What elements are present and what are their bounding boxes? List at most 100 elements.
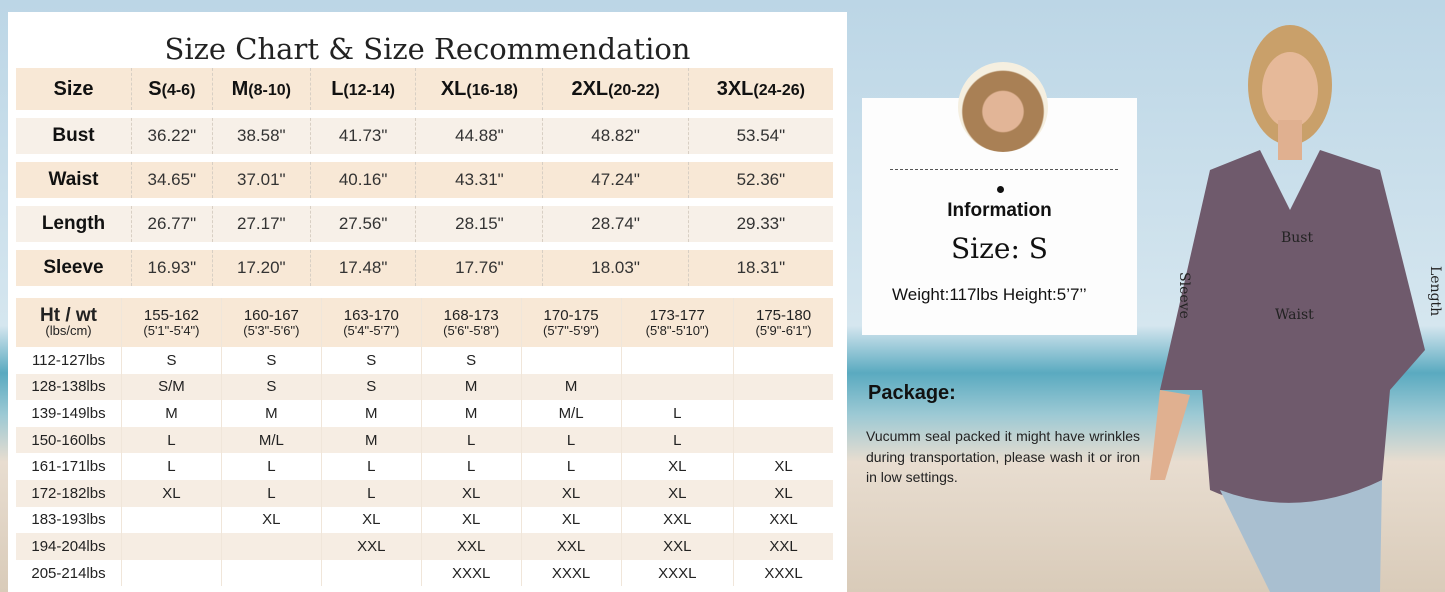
size-cell: XXL bbox=[420, 533, 521, 560]
weight-label: 161-171lbs bbox=[31, 458, 106, 476]
weight-label: 128-138lbs bbox=[16, 373, 121, 401]
label-length: Length bbox=[1427, 266, 1443, 317]
size-cell: M bbox=[420, 400, 521, 427]
measurement-cell: 29.33" bbox=[687, 206, 833, 242]
height-header: 170-175 (5'7"-5'9") bbox=[520, 298, 621, 347]
shirt bbox=[1160, 150, 1425, 508]
measurement-cell: 27.56" bbox=[309, 206, 416, 242]
height-ft: (5'1"-5'4") bbox=[143, 322, 200, 338]
model-avatar bbox=[958, 62, 1048, 152]
size-range: (24-26) bbox=[753, 81, 805, 99]
size-cell: XXL bbox=[520, 533, 621, 560]
height-header: 173-177 (5'8"-5'10") bbox=[620, 298, 734, 347]
measurement-cell: 34.65" bbox=[131, 162, 212, 198]
size-cell: S bbox=[320, 347, 421, 374]
size-cell: M/L bbox=[220, 426, 321, 454]
size-cell: XL bbox=[220, 506, 321, 534]
header-cell: Size bbox=[16, 68, 131, 110]
height-cm: 173-177 bbox=[649, 306, 705, 324]
height-cm: 170-175 bbox=[543, 306, 599, 324]
measurement-cell: 40.16" bbox=[309, 162, 416, 198]
size-cell: XL bbox=[520, 506, 621, 534]
size-cell: S bbox=[220, 373, 321, 401]
weight-label: 139-149lbs bbox=[31, 404, 106, 422]
table-row: 194-204lbs XXL XXL XXL XXL XXL bbox=[16, 533, 833, 560]
height-ft: (5'9"-6'1") bbox=[755, 322, 812, 338]
size-cell: S bbox=[220, 347, 321, 374]
height-ft: (5'3"-5'6") bbox=[243, 322, 300, 338]
size-cell: XXXL bbox=[420, 559, 521, 587]
size-cell: S bbox=[320, 373, 421, 401]
weight-label: 172-182lbs bbox=[16, 479, 121, 507]
label-waist: Waist bbox=[1275, 307, 1314, 323]
size-cell: M/L bbox=[520, 400, 621, 427]
package-text: Vucumm seal packed it might have wrinkle… bbox=[866, 428, 1140, 485]
size-cell: XXL bbox=[320, 533, 421, 560]
size-cell bbox=[121, 533, 221, 560]
face bbox=[1262, 52, 1318, 128]
measurement-cell: 37.01" bbox=[211, 162, 310, 198]
measurement-cell: 48.82" bbox=[542, 118, 688, 154]
table-row: 172-182lbs XL L L XL XL XL XL bbox=[16, 479, 833, 507]
size-cell: S bbox=[121, 347, 221, 374]
table-row: 139-149lbs M M M M M/L L bbox=[16, 400, 833, 427]
height-ft: (5'6"-5'8") bbox=[443, 322, 500, 338]
table-row: 161-171lbs L L L L L XL XL bbox=[16, 453, 833, 480]
measurement-cell: 47.24" bbox=[542, 162, 688, 198]
table-row: 183-193lbs XL XL XL XL XXL XXL bbox=[16, 506, 833, 534]
row-label: Bust bbox=[16, 118, 131, 154]
weight-label: 150-160lbs bbox=[16, 426, 121, 454]
measurement-table: Size S(4-6) M(8-10) L(12-14) XL(16-18) 2XL(20… bbox=[16, 60, 833, 294]
header-cell: XL(16-18) bbox=[415, 68, 543, 110]
label-sleeve: Sleeve bbox=[1176, 272, 1192, 319]
corner-main: Ht / wt bbox=[40, 304, 97, 326]
measurement-cell: 53.54" bbox=[687, 118, 833, 154]
table-row: 112-127lbs S S S S bbox=[16, 347, 833, 374]
weight-label: 112-127lbs bbox=[31, 351, 106, 369]
header-cell: S(4-6) bbox=[131, 68, 212, 110]
measurement-cell: 18.03" bbox=[542, 250, 688, 286]
size-cell: XL bbox=[620, 453, 734, 480]
measurement-cell: 28.74" bbox=[542, 206, 688, 242]
weight-label: 205-214lbs bbox=[31, 564, 106, 582]
size-cell bbox=[733, 400, 833, 427]
size-cell: XXXL bbox=[733, 559, 833, 587]
corner-cell: Ht / wt (lbs/cm) bbox=[16, 298, 121, 347]
size-cell: M bbox=[320, 400, 421, 427]
size-cell: XL bbox=[420, 479, 521, 507]
measurement-cell: 27.17" bbox=[211, 206, 310, 242]
size-cell: L bbox=[220, 453, 321, 480]
size-cell bbox=[121, 506, 221, 534]
size-range: (8-10) bbox=[248, 81, 291, 99]
size-cell: M bbox=[121, 400, 221, 427]
height-cm: 155-162 bbox=[143, 306, 199, 324]
size-cell: S bbox=[420, 347, 521, 374]
size-cell bbox=[220, 533, 321, 560]
info-heading: Information bbox=[947, 200, 1052, 221]
package-heading: Package: bbox=[868, 382, 956, 404]
size-cell: XXXL bbox=[620, 559, 734, 587]
height-cm: 175-180 bbox=[756, 306, 812, 324]
measurement-cell: 43.31" bbox=[415, 162, 543, 198]
size-cell: L bbox=[121, 426, 221, 454]
height-cm: 168-173 bbox=[443, 306, 499, 324]
size-cell bbox=[620, 347, 734, 374]
height-header: 155-162 (5'1"-5'4") bbox=[121, 298, 221, 347]
weight-label: 194-204lbs bbox=[16, 533, 121, 560]
weight-label: 183-193lbs bbox=[31, 511, 106, 529]
size-cell: L bbox=[320, 453, 421, 480]
recommendation-table: Ht / wt (lbs/cm) 155-162 (5'1"-5'4") 160-167… bbox=[16, 298, 833, 587]
size-cell: XXL bbox=[733, 506, 833, 534]
size-label: M bbox=[231, 77, 249, 100]
jeans bbox=[1220, 480, 1382, 592]
size-cell: XL bbox=[733, 453, 833, 480]
model-stats: Weight:117lbs Height:5’7’’ bbox=[892, 285, 1087, 304]
chart-title: Size Chart & Size Recommendation bbox=[164, 32, 691, 66]
size-cell: XL bbox=[733, 479, 833, 507]
size-cell: L bbox=[620, 400, 734, 427]
size-cell: M bbox=[420, 373, 521, 401]
measurement-cell: 44.88" bbox=[415, 118, 543, 154]
table-row: 128-138lbs S/M S S M M bbox=[16, 373, 833, 401]
size-cell: XL bbox=[620, 479, 734, 507]
size-label: L bbox=[331, 77, 344, 100]
